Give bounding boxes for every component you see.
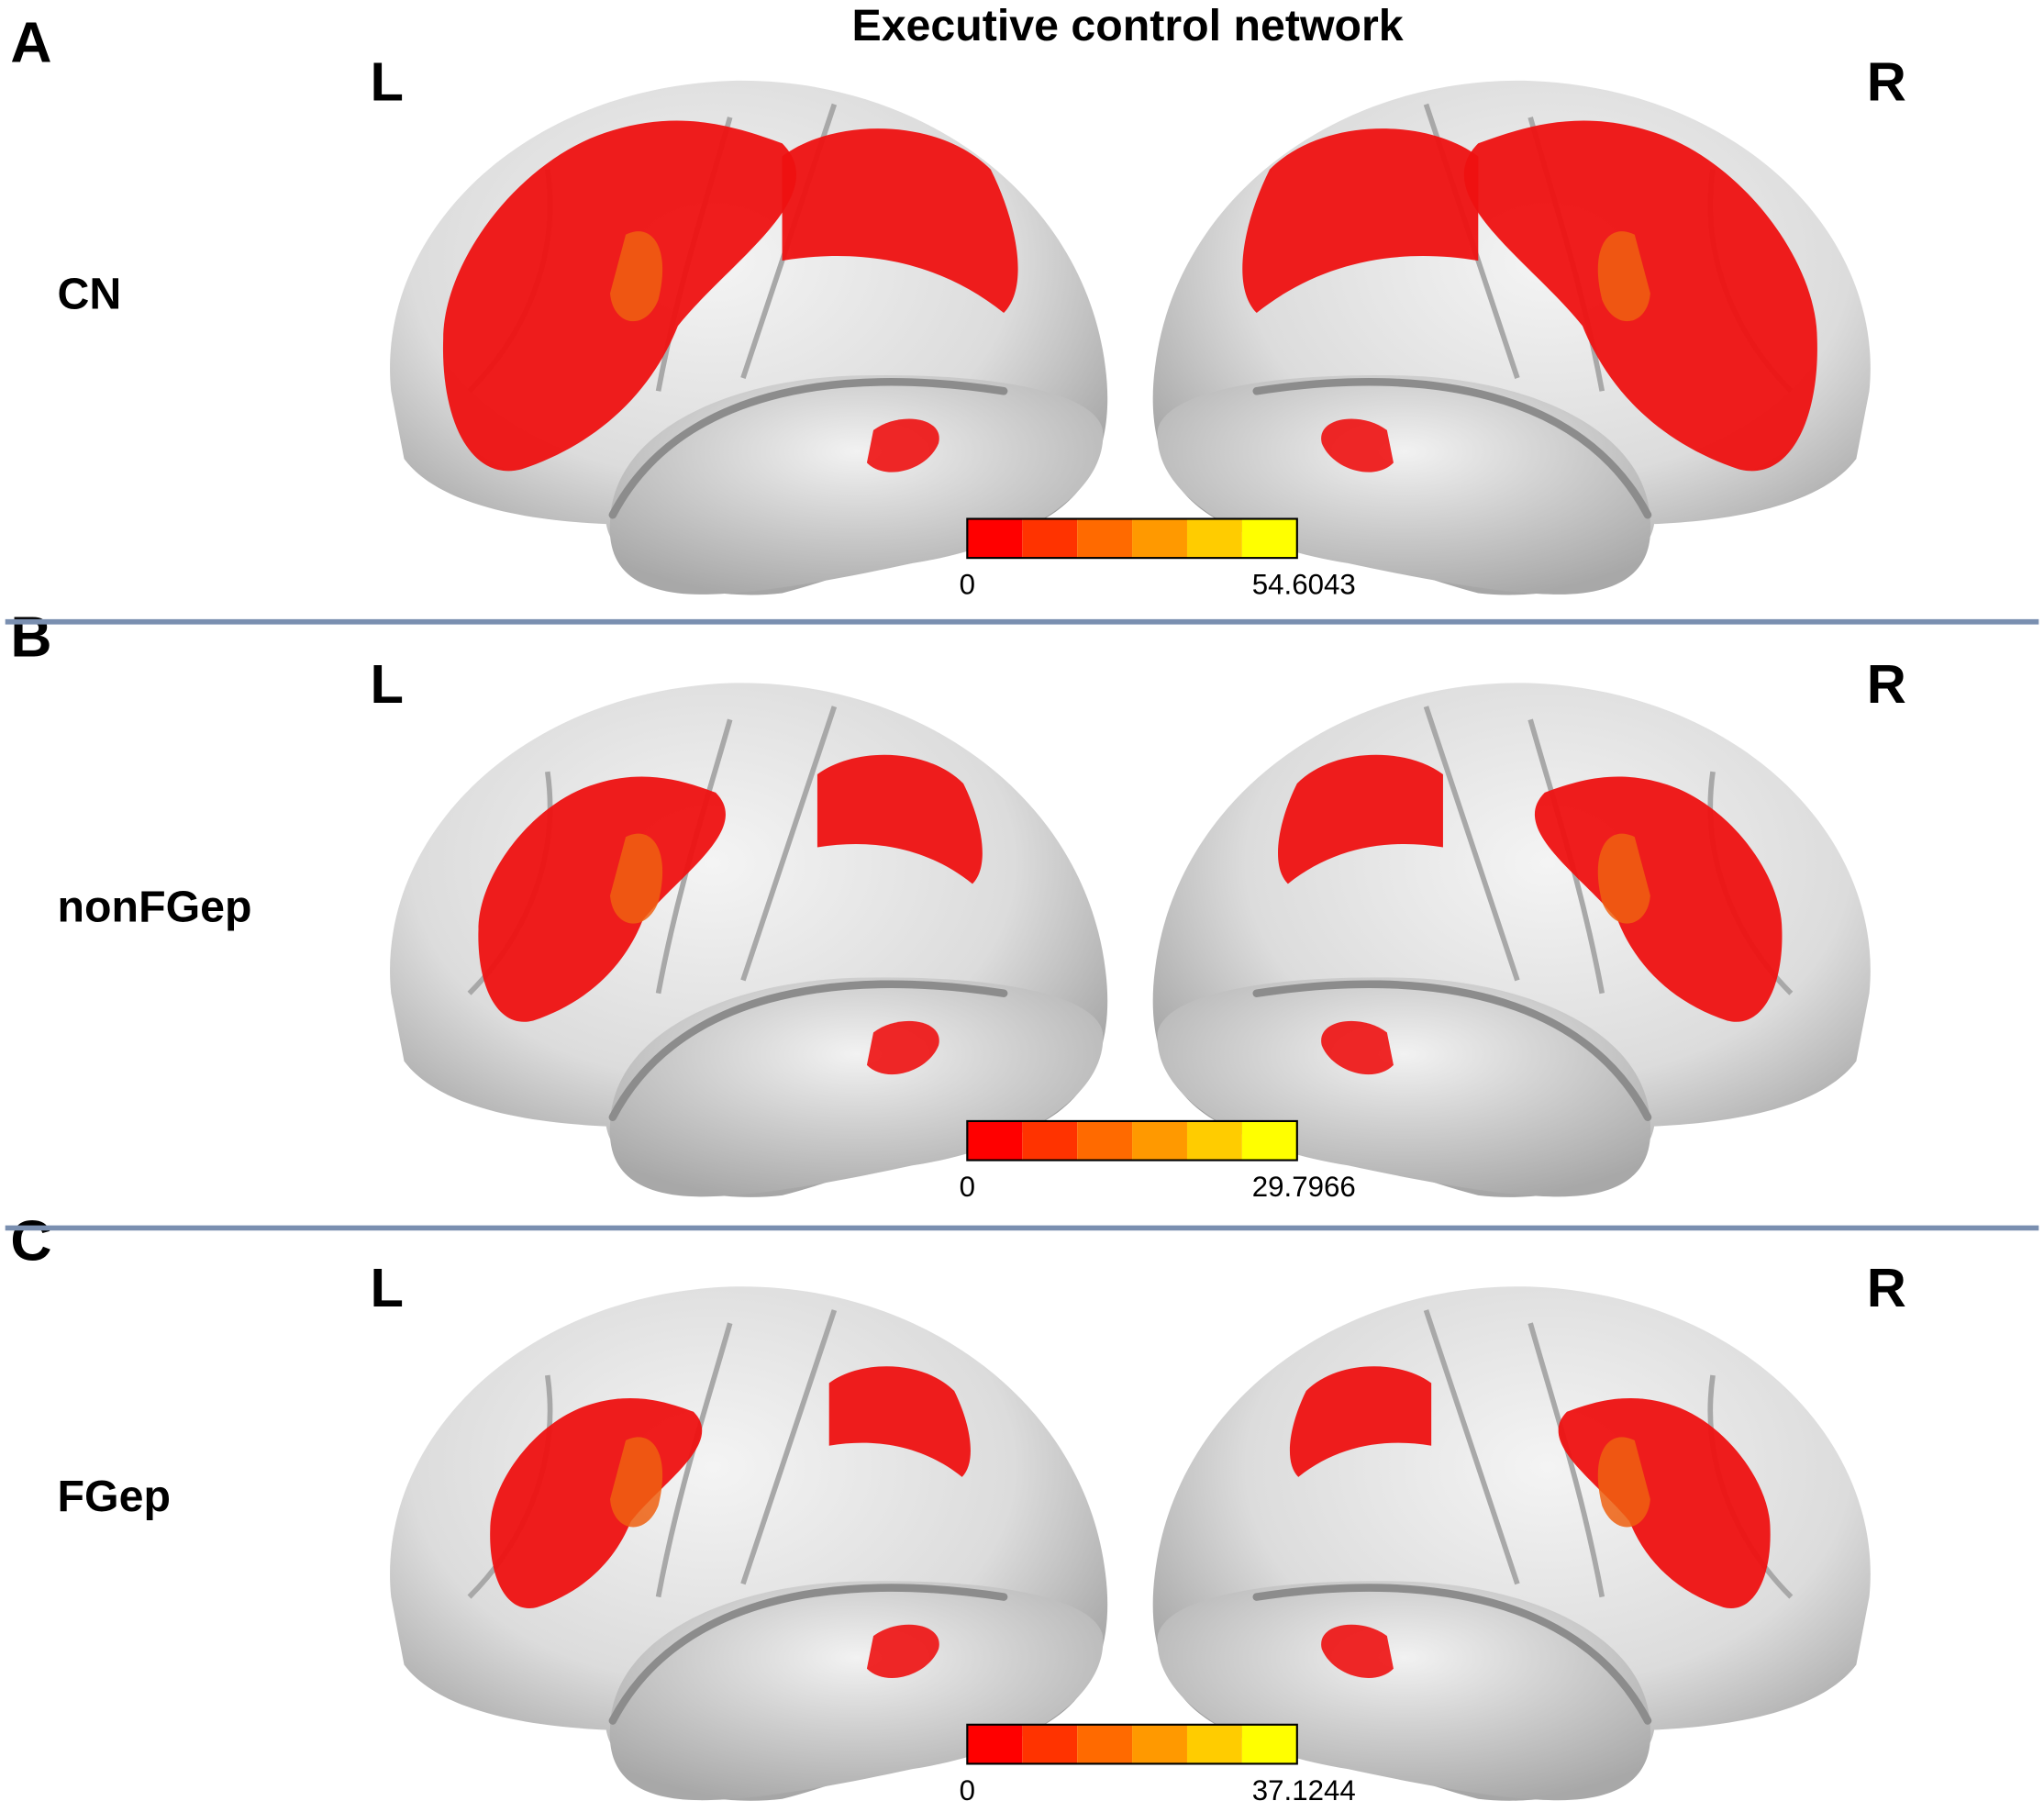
colorbar-swatch xyxy=(1241,1724,1297,1764)
panel-letter: A xyxy=(10,11,51,75)
colorbar-swatch xyxy=(1077,1120,1133,1161)
colorbar-min: 0 xyxy=(960,1774,975,1806)
brain-hemisphere xyxy=(390,1286,1108,1801)
hemisphere-label: L xyxy=(371,51,404,113)
panel-letter: C xyxy=(10,1208,51,1273)
panel: C L R FGep 0 37.1244 xyxy=(10,1208,1905,1806)
sulcus xyxy=(608,378,1008,519)
colorbar-swatch xyxy=(1186,518,1242,559)
colorbar-min: 0 xyxy=(960,1171,975,1203)
colorbar-swatch xyxy=(1186,1724,1242,1764)
hemisphere-label: L xyxy=(371,653,404,715)
brain-hemisphere xyxy=(1152,683,1871,1197)
colorbar-min: 0 xyxy=(960,569,975,601)
colorbar-max: 54.6043 xyxy=(1252,569,1356,601)
activation xyxy=(1321,418,1394,472)
colorbar-swatch xyxy=(1022,1724,1078,1764)
panel-letter: B xyxy=(10,606,51,670)
sulcus xyxy=(1252,378,1652,519)
hemisphere-label: R xyxy=(1867,1257,1906,1318)
hemisphere-label: R xyxy=(1867,51,1906,113)
activation xyxy=(1289,1366,1432,1477)
colorbar-frame xyxy=(966,1119,1298,1162)
activation xyxy=(478,776,726,1022)
colorbar-frame xyxy=(966,1723,1298,1765)
colorbar-swatch xyxy=(1186,1120,1242,1161)
hemisphere-label: L xyxy=(371,1257,404,1318)
activation xyxy=(610,1437,663,1528)
activation xyxy=(1278,754,1443,884)
activation xyxy=(1321,1624,1394,1678)
colorbar-max: 37.1244 xyxy=(1252,1774,1356,1806)
colorbar-swatch xyxy=(1077,1724,1133,1764)
sulcus xyxy=(1252,1584,1652,1725)
colorbar-max: 29.7966 xyxy=(1252,1171,1356,1203)
sulcus xyxy=(608,1584,1008,1725)
activation xyxy=(1597,231,1650,322)
colorbar-swatch xyxy=(1022,518,1078,559)
activation xyxy=(866,1020,939,1075)
sulcus xyxy=(1252,980,1652,1121)
colorbar-swatch xyxy=(1022,1120,1078,1161)
activation xyxy=(866,418,939,472)
activation xyxy=(1242,128,1479,314)
colorbar-swatch xyxy=(1132,1724,1187,1764)
colorbar-swatch xyxy=(967,1724,1023,1764)
group-label: nonFGep xyxy=(58,883,252,932)
colorbar-swatch xyxy=(1077,518,1133,559)
brain-hemisphere xyxy=(1152,80,1871,595)
colorbar-swatch xyxy=(1132,518,1187,559)
activation xyxy=(610,231,663,322)
colorbar-frame xyxy=(966,517,1298,560)
brain-hemisphere xyxy=(390,80,1108,595)
colorbar-swatch xyxy=(1241,1120,1297,1161)
sulcus xyxy=(608,980,1008,1121)
activation xyxy=(610,833,663,924)
activation xyxy=(1534,776,1783,1022)
colorbar-swatch xyxy=(967,518,1023,559)
activation xyxy=(1597,1437,1650,1528)
group-label: FGep xyxy=(58,1472,171,1521)
hemisphere-label: R xyxy=(1867,653,1906,715)
brain-hemisphere xyxy=(1152,1286,1871,1801)
group-label: CN xyxy=(58,270,122,319)
activation xyxy=(866,1624,939,1678)
activation xyxy=(1597,833,1650,924)
figure-title: Executive control network xyxy=(851,1,1403,50)
activation xyxy=(1321,1020,1394,1075)
colorbar-swatch xyxy=(1241,518,1297,559)
brain-hemisphere xyxy=(390,683,1108,1197)
colorbar-swatch xyxy=(1132,1120,1187,1161)
activation xyxy=(782,128,1018,314)
activation xyxy=(828,1366,971,1477)
colorbar-swatch xyxy=(967,1120,1023,1161)
panel: A L R CN 0 54.6043 xyxy=(10,11,1905,601)
activation xyxy=(816,754,983,884)
